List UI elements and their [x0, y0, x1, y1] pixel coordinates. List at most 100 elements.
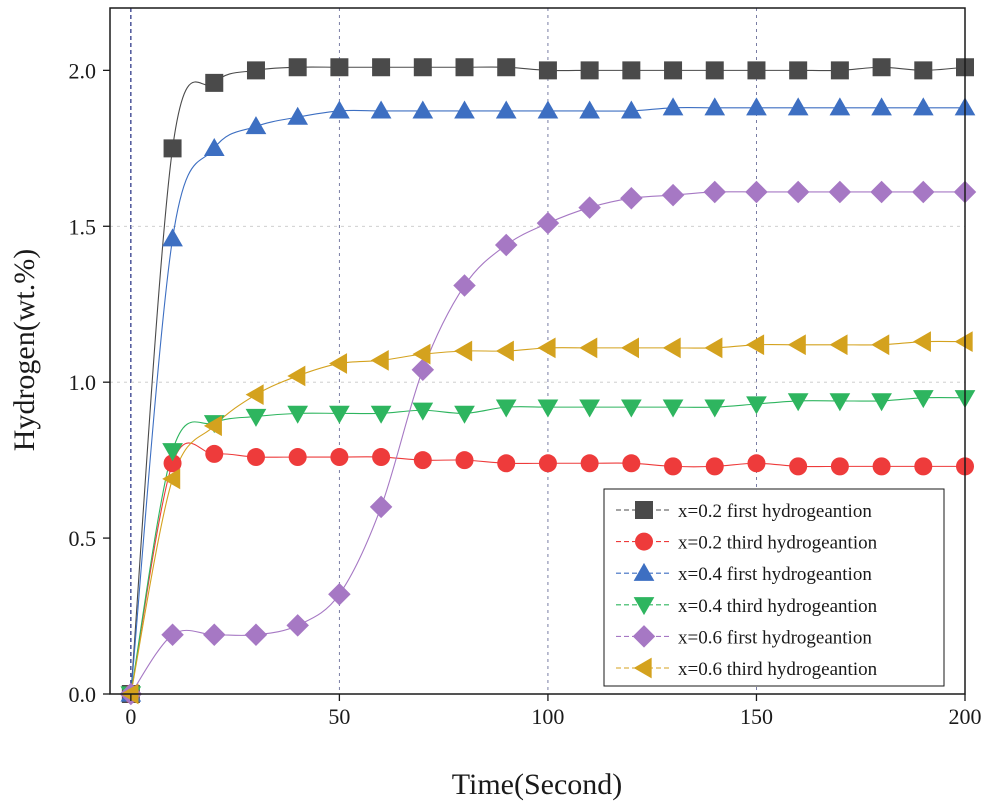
data-point — [538, 61, 557, 80]
legend-marker — [632, 625, 656, 648]
data-point — [787, 393, 809, 412]
y-tick-label: 2.0 — [69, 58, 97, 83]
y-axis-label: Hydrogen(wt.%) — [8, 249, 41, 451]
data-point — [245, 408, 267, 427]
legend: x=0.2 first hydrogeantion x=0.2 third hyd… — [603, 488, 945, 687]
data-point — [747, 454, 766, 473]
data-point — [495, 340, 514, 362]
data-point — [620, 337, 639, 359]
data-point — [579, 100, 600, 119]
legend-marker — [635, 532, 653, 551]
x-tick-label: 150 — [740, 704, 773, 729]
data-point — [161, 623, 184, 647]
data-point — [661, 183, 685, 207]
data-point — [369, 495, 393, 519]
data-point — [912, 97, 934, 116]
data-point — [162, 228, 183, 247]
data-point — [704, 337, 723, 359]
data-point — [411, 358, 435, 381]
data-point — [287, 405, 309, 424]
data-point — [912, 331, 931, 352]
data-point — [912, 180, 935, 204]
data-point — [329, 353, 348, 374]
data-point — [620, 186, 643, 210]
x-tick-label: 100 — [531, 704, 564, 729]
data-point — [871, 393, 892, 412]
data-point — [330, 448, 349, 467]
series-line-5 — [130, 191, 965, 695]
data-point — [580, 454, 599, 473]
series-line-2 — [130, 442, 965, 695]
data-point — [622, 454, 641, 473]
data-point — [829, 334, 848, 356]
data-point — [495, 399, 517, 418]
data-point — [620, 100, 642, 119]
data-point — [704, 399, 726, 418]
data-point — [413, 58, 432, 77]
data-point — [538, 454, 557, 473]
data-point — [830, 457, 849, 476]
legend-marker — [633, 562, 655, 581]
data-point — [830, 61, 849, 80]
data-point — [703, 180, 727, 204]
data-point — [872, 457, 891, 476]
data-point — [786, 180, 810, 204]
data-point — [746, 97, 767, 116]
data-point — [203, 137, 225, 156]
series-line-4 — [130, 396, 966, 695]
data-point — [537, 337, 556, 359]
data-point — [662, 97, 684, 116]
data-point — [454, 100, 475, 119]
legend-marker — [633, 597, 655, 616]
data-point — [954, 331, 973, 352]
legend-entry: x=0.2 third hydrogeantion — [678, 533, 878, 554]
data-point — [497, 58, 516, 77]
data-point — [288, 448, 307, 467]
data-point — [163, 454, 182, 473]
data-point — [662, 399, 684, 418]
data-point — [829, 393, 851, 412]
data-point — [664, 61, 683, 80]
data-point — [664, 457, 683, 476]
legend-marker — [633, 657, 652, 679]
data-point — [329, 100, 350, 119]
data-point — [704, 97, 726, 116]
data-point — [705, 457, 724, 476]
legend-entry: x=0.6 first hydrogeantion — [678, 627, 872, 648]
data-point — [537, 399, 559, 418]
data-point — [246, 61, 265, 80]
data-point — [412, 100, 434, 119]
data-point — [330, 58, 349, 77]
data-point — [205, 73, 224, 92]
data-point — [454, 340, 473, 362]
data-point — [787, 334, 806, 356]
data-point — [789, 457, 808, 476]
data-point — [163, 139, 182, 158]
x-tick-label: 50 — [328, 704, 350, 729]
data-point — [622, 61, 641, 80]
data-point — [246, 448, 265, 467]
data-point — [829, 97, 851, 116]
data-point — [746, 334, 765, 356]
data-point — [455, 58, 474, 77]
data-point — [287, 365, 306, 387]
data-point — [412, 343, 431, 365]
data-point — [914, 61, 933, 80]
data-point — [203, 415, 222, 437]
data-point — [455, 451, 474, 470]
data-point — [579, 337, 598, 359]
data-point — [872, 58, 891, 77]
data-point — [372, 448, 391, 467]
data-point — [203, 623, 226, 647]
data-point — [370, 350, 389, 371]
legend-box — [603, 488, 945, 687]
data-point — [245, 384, 264, 406]
data-point — [286, 614, 309, 637]
data-point — [494, 233, 518, 257]
x-axis-label: Time(Second) — [452, 768, 623, 801]
data-point — [497, 454, 516, 473]
y-tick-label: 1.5 — [69, 214, 97, 239]
data-point — [162, 468, 181, 490]
y-tick-label: 1.0 — [69, 370, 97, 395]
